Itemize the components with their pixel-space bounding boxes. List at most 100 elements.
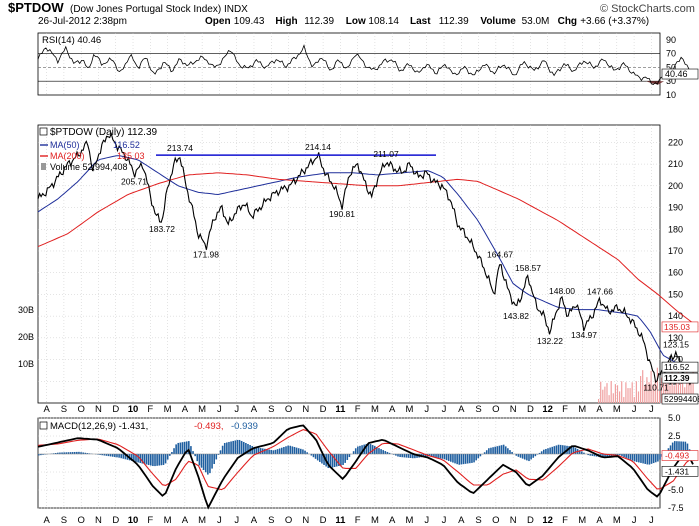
macd-hist-bar (498, 445, 501, 454)
volume-bar (629, 388, 631, 403)
macd-hist-bar (534, 454, 537, 457)
macd-hist-bar (445, 454, 448, 461)
macd-hist-bar (228, 441, 230, 454)
volume-last-badge (661, 393, 699, 405)
volume-bar (606, 383, 608, 403)
macd-hist-bar (348, 454, 351, 458)
quote-high: High 112.39 (275, 16, 334, 27)
macd-hist-bar (283, 447, 285, 454)
macd-hist-bar (557, 444, 560, 454)
macd-hist-bar (371, 445, 374, 454)
macd-hist-bar (589, 454, 592, 456)
macd-hist-bar (587, 454, 589, 456)
macd-hist-bar (378, 448, 380, 454)
price-panel (37, 124, 661, 404)
macd-hist-bar (473, 454, 475, 463)
macd-x-tick: 12 (542, 515, 553, 526)
svg-text:108.14: 108.14 (368, 16, 399, 27)
macd-hist-bar (183, 441, 186, 454)
macd-hist-bar (149, 454, 152, 466)
macd-hist-bar (435, 454, 437, 458)
volume-bar (627, 388, 629, 403)
macd-hist-bar (399, 454, 401, 458)
macd-hist-bar (422, 454, 425, 457)
macd-hist-bar (633, 454, 636, 462)
macd-hist-bar (103, 454, 106, 456)
macd-hist-bar (447, 454, 450, 461)
svg-text:MA(50): MA(50) (50, 140, 80, 150)
macd-hist-bar (270, 449, 273, 454)
macd-hist-bar (602, 454, 604, 458)
macd-x-tick: F (562, 515, 568, 526)
macd-hist-bar (42, 454, 44, 455)
volume-bar (619, 391, 621, 403)
price-x-tick: A (458, 404, 465, 415)
macd-hist-bar (515, 454, 518, 456)
macd-hist-bar (73, 451, 76, 454)
macd-hist-bar (202, 454, 205, 470)
macd-hist-bar (190, 446, 192, 454)
macd-hist-bar (192, 451, 194, 454)
macd-hist-bar (327, 454, 330, 469)
macd-hist-bar (646, 454, 649, 465)
macd-y-tick: 5.0 (668, 413, 681, 423)
macd-hist-bar (69, 452, 72, 454)
macd-hist-bar (329, 454, 332, 469)
macd-hist-bar (431, 454, 433, 457)
macd-hist-bar (156, 454, 158, 466)
macd-x-tick: 10 (128, 515, 139, 526)
volume-bar (610, 381, 612, 403)
macd-hist-bar (107, 454, 110, 457)
macd-last-badge (661, 465, 699, 477)
macd-hist-bar (232, 440, 234, 454)
macd-hist-bar (38, 454, 40, 456)
macd-hist-bar (572, 446, 575, 454)
macd-hist-bar (84, 452, 87, 454)
volume-y-tick: 10B (18, 359, 34, 369)
macd-hist-bar (169, 454, 171, 456)
ma200-last-badge (661, 321, 699, 333)
macd-hist-bar (116, 454, 118, 458)
macd-hist-bar (627, 454, 630, 459)
price-x-tick: D (527, 404, 534, 415)
svg-text:112.39: 112.39 (304, 16, 334, 27)
macd-hist-bar (310, 454, 313, 456)
macd-hist-bar (242, 441, 245, 454)
macd-hist-bar (130, 454, 133, 461)
macd-x-tick: J (632, 515, 637, 526)
macd-hist-bar (475, 454, 477, 461)
price-annotation: 110.71 (643, 383, 669, 393)
macd-hist-bar (268, 449, 270, 454)
svg-text:Volume: Volume (480, 16, 516, 27)
macd-hist-bar (78, 451, 80, 454)
macd-hist-bar (593, 454, 596, 457)
svg-text:High: High (275, 16, 297, 27)
macd-hist-bar (338, 454, 340, 466)
macd-hist-bar (638, 454, 640, 463)
macd-hist-bar (304, 450, 306, 454)
svg-text:MA(200): MA(200) (50, 151, 85, 161)
index-name: (Dow Jones Portugal Stock Index) INDX (70, 4, 248, 15)
macd-hist-bar (234, 440, 237, 454)
macd-x-tick: S (475, 515, 481, 526)
macd-hist-bar (221, 445, 224, 454)
volume-bar (682, 379, 684, 403)
svg-text:MACD(12,26,9) -1.431,: MACD(12,26,9) -1.431, (50, 421, 148, 432)
volume-bar (675, 379, 677, 403)
macd-hist-bar (631, 454, 634, 461)
volume-bar (663, 376, 665, 403)
volume-bar (646, 377, 648, 403)
macd-hist-bar (401, 454, 404, 458)
macd-hist-bar (433, 454, 435, 458)
macd-hist-bar (507, 448, 509, 454)
price-x-tick: J (424, 404, 429, 415)
price-annotation: 213.74 (167, 143, 193, 153)
macd-hist-bar (302, 449, 304, 454)
macd-x-tick: O (77, 515, 84, 526)
macd-x-tick: A (43, 515, 50, 526)
svg-text:109.43: 109.43 (234, 16, 265, 27)
macd-hist-bar (346, 454, 349, 460)
volume-bar (688, 380, 690, 403)
symbol-title: $PTDOW (8, 0, 64, 15)
